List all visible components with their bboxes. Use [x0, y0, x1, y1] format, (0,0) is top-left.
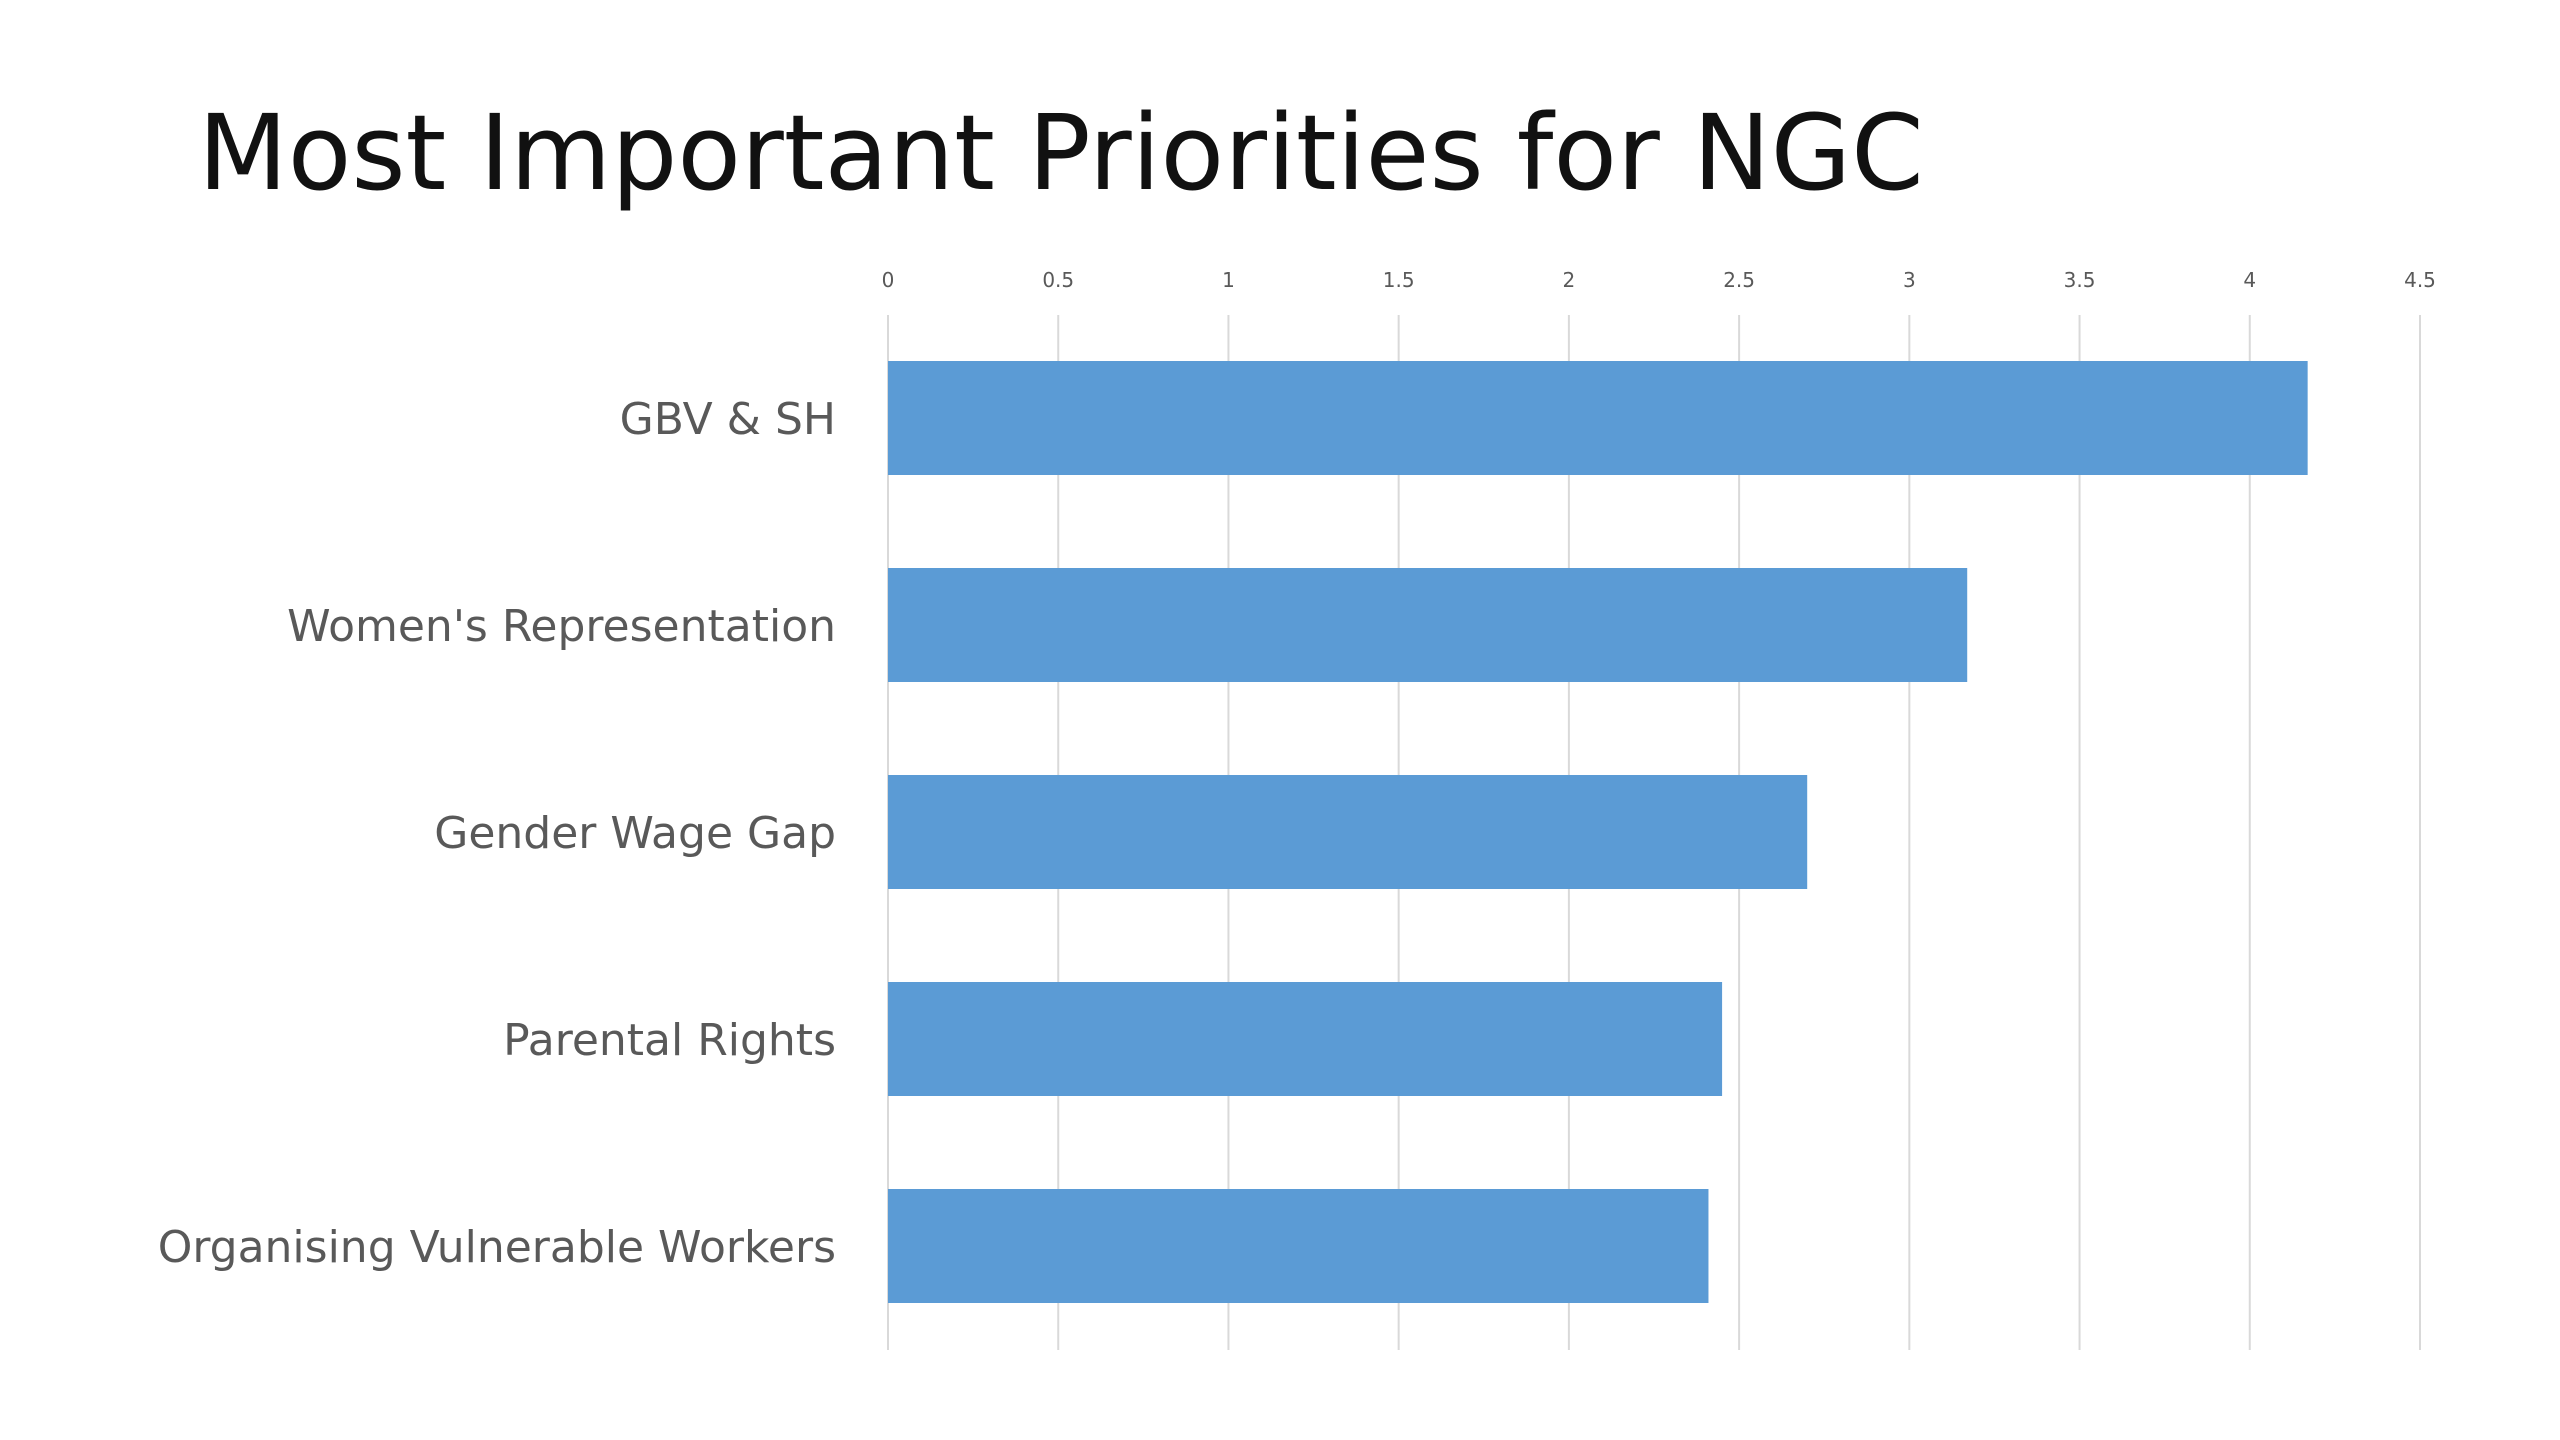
category-label: Women's Representation: [287, 601, 836, 652]
x-tick-label: 4.5: [2404, 268, 2436, 292]
category-label: GBV & SH: [620, 394, 836, 445]
x-tick-label: 0.5: [1042, 268, 1074, 292]
bar: [888, 982, 1723, 1096]
x-tick-label: 3.5: [2064, 268, 2096, 292]
category-label: Organising Vulnerable Workers: [158, 1222, 836, 1273]
bar: [888, 361, 2308, 475]
x-tick-label: 0: [882, 268, 895, 292]
x-tick-label: 4: [2243, 268, 2256, 292]
x-tick-label: 1.5: [1383, 268, 1415, 292]
category-label: Parental Rights: [503, 1015, 836, 1066]
slide-title: Most Important Priorities for NGC: [198, 92, 1924, 214]
x-tick-label: 2.5: [1723, 268, 1755, 292]
x-tick-label: 3: [1903, 268, 1916, 292]
bar: [888, 568, 1968, 682]
category-label: Gender Wage Gap: [434, 808, 836, 859]
x-axis-ticks: 0 0.5 1 1.5 2 2.5 3 3.5 4 4.5: [882, 268, 2436, 292]
bar: [888, 775, 1808, 889]
bar: [888, 1189, 1709, 1303]
x-tick-label: 2: [1563, 268, 1576, 292]
x-tick-label: 1: [1222, 268, 1235, 292]
bars: [888, 361, 2308, 1303]
category-labels: GBV & SH Women's Representation Gender Wag…: [158, 394, 836, 1273]
